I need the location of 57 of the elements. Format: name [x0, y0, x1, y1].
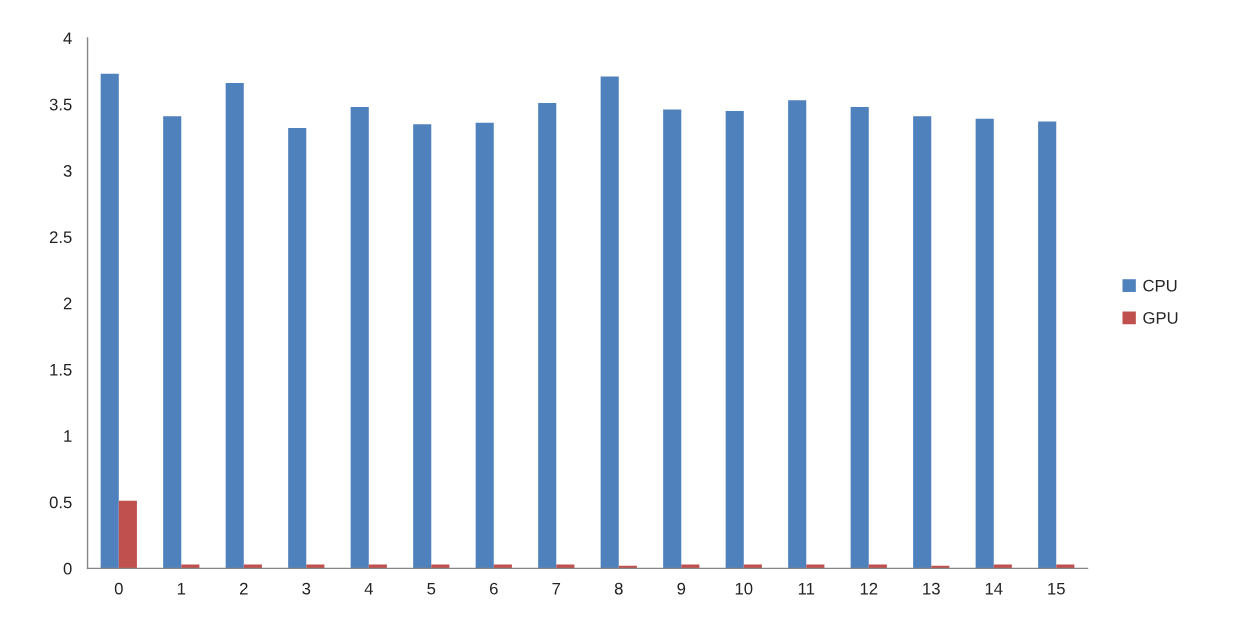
- y-tick-label: 2.5: [49, 231, 72, 244]
- bar: [163, 116, 182, 569]
- x-tick-label: 4: [364, 582, 373, 595]
- bar: [556, 564, 575, 569]
- x-tick-label: 2: [239, 582, 248, 595]
- bar: [993, 564, 1012, 569]
- y-tick-label: 3.5: [49, 98, 72, 111]
- x-tick-label: 1: [177, 582, 186, 595]
- bar: [743, 564, 762, 569]
- bar: [306, 564, 325, 569]
- bar: [600, 76, 619, 569]
- y-tick-label: 3: [63, 164, 72, 177]
- x-tick-label: 8: [614, 582, 623, 595]
- x-tick-label: 10: [735, 582, 753, 595]
- bar: [288, 128, 307, 569]
- y-tick-label: 4: [63, 32, 72, 44]
- bar: [1056, 564, 1075, 569]
- bar: [788, 100, 807, 569]
- bar: [243, 564, 262, 569]
- bar: [725, 110, 744, 569]
- legend-label: GPU: [1143, 312, 1178, 324]
- bar: [431, 564, 450, 569]
- x-tick-label: 13: [923, 582, 940, 595]
- legend-label: CPU: [1143, 279, 1177, 292]
- bar: [225, 83, 244, 569]
- bar: [493, 564, 512, 569]
- bar: [413, 124, 432, 569]
- x-tick-label: 11: [798, 582, 815, 595]
- bar: [538, 102, 557, 569]
- x-tick-label: 5: [427, 582, 436, 595]
- x-tick-label: 9: [677, 582, 686, 595]
- bar: [475, 122, 494, 569]
- x-tick-label: 6: [489, 582, 498, 595]
- bar: [681, 564, 700, 569]
- bar: [1038, 121, 1057, 569]
- y-tick-label: 1.5: [50, 364, 72, 376]
- bar: [975, 118, 994, 569]
- bar: [100, 73, 119, 569]
- x-tick-label: 7: [552, 582, 561, 595]
- x-tick-label: 3: [302, 582, 311, 595]
- x-tick-label: 15: [1048, 582, 1065, 595]
- bar: [913, 116, 932, 569]
- x-tick-label: 14: [985, 582, 1003, 595]
- bar: [350, 106, 369, 569]
- y-tick-label: 2: [63, 297, 72, 310]
- bar: [181, 564, 200, 569]
- bar: [868, 564, 887, 569]
- x-tick-label: 0: [114, 582, 123, 595]
- y-tick-label: 1: [64, 430, 72, 442]
- bar: [118, 500, 137, 569]
- x-tick-label: 12: [860, 582, 878, 595]
- bar: [368, 564, 387, 569]
- y-tick-label: 0.5: [49, 496, 72, 509]
- bar: [806, 564, 825, 569]
- y-tick-label: 0: [63, 562, 72, 575]
- bar: [850, 106, 869, 569]
- bar: [663, 109, 682, 569]
